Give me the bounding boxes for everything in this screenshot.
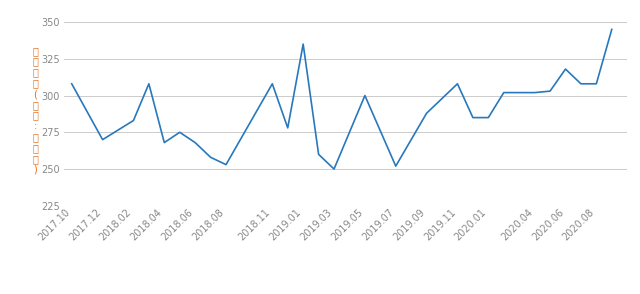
Y-axis label: 거
래
금
액
(
단
위
:
백
만
원
): 거 래 금 액 ( 단 위 : 백 만 원 ) (33, 46, 38, 175)
